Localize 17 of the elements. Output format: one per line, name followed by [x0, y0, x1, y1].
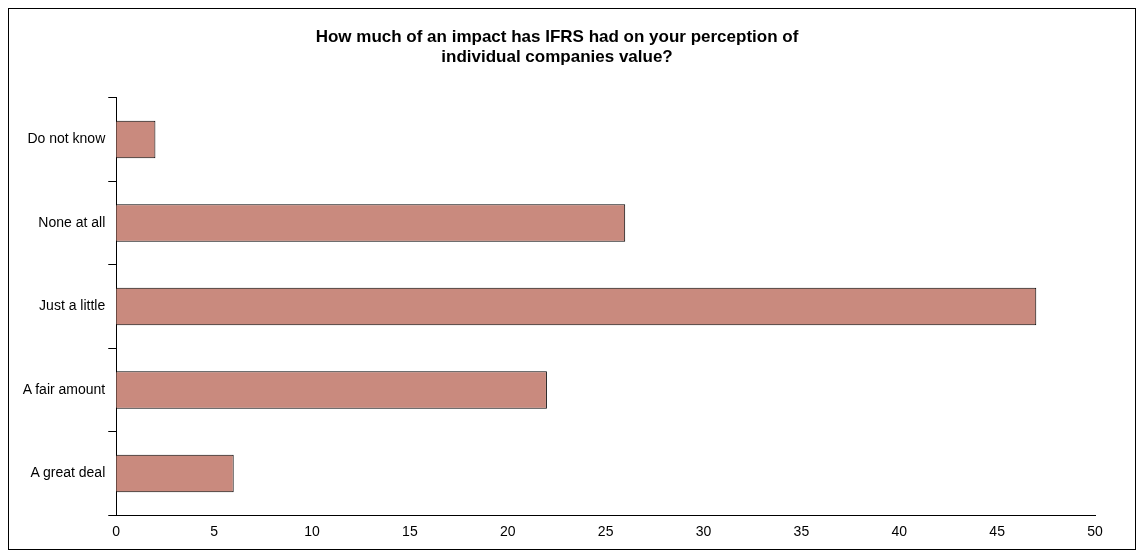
x-tick-label: 0 — [112, 523, 121, 540]
x-tick-label: 35 — [793, 523, 810, 540]
y-tick-label: Just a little — [39, 297, 106, 314]
x-tick-label: 40 — [891, 523, 908, 540]
x-tick-label: 25 — [597, 523, 614, 540]
y-tick-label: None at all — [38, 213, 106, 230]
x-tick-label: 20 — [499, 523, 516, 540]
y-tick-label: A great deal — [30, 464, 106, 481]
x-tick-label: 50 — [1087, 523, 1103, 540]
x-tick-label: 30 — [695, 523, 712, 540]
y-tick-label: Do not know — [27, 130, 107, 147]
x-tick-label: 10 — [304, 523, 321, 540]
x-tick-label: 5 — [210, 523, 219, 540]
x-tick-label: 15 — [402, 523, 418, 540]
chart-title: How much of an impact has IFRS had on your perception of individual companies value? — [315, 26, 799, 67]
y-tick-label: A fair amount — [22, 380, 106, 397]
x-tick-label: 45 — [989, 523, 1006, 540]
